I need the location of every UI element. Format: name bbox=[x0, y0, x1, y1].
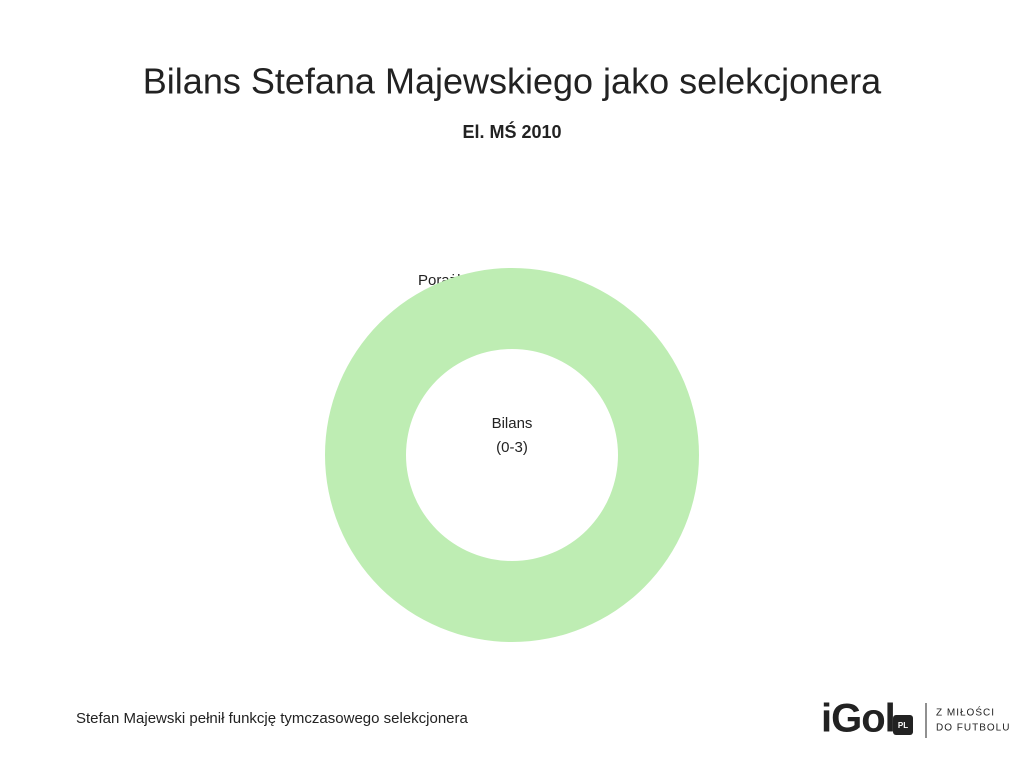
donut-segment bbox=[325, 268, 699, 642]
logo-badge: PL bbox=[898, 721, 908, 730]
center-label: Bilans bbox=[492, 415, 533, 432]
logo-tagline: Z MIŁOŚCI bbox=[936, 706, 995, 719]
footnote: Stefan Majewski pełnił funkcję tymczasow… bbox=[76, 710, 469, 727]
logo-name: iGol bbox=[821, 697, 895, 741]
center-label: (0-3) bbox=[496, 439, 528, 456]
logo-badge-bg bbox=[893, 715, 913, 735]
chart-title: Bilans Stefana Majewskiego jako selekcjo… bbox=[143, 61, 882, 102]
chart-subtitle: El. MŚ 2010 bbox=[462, 121, 561, 142]
logo-tagline: DO FUTBOLU bbox=[936, 723, 1010, 734]
